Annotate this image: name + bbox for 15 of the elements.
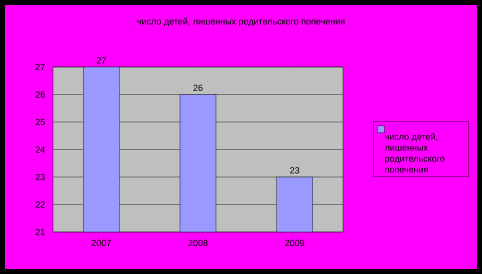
chart-title: число детей, лишённых родительского попечения bbox=[137, 18, 344, 26]
y-tick-label: 21 bbox=[36, 228, 45, 236]
y-tick-label: 25 bbox=[36, 118, 45, 126]
data-label: 27 bbox=[96, 57, 106, 64]
y-tick-label: 26 bbox=[36, 91, 45, 98]
x-tick-label: 2007 bbox=[92, 240, 111, 246]
y-tick-label: 22 bbox=[36, 201, 45, 208]
y-tick-label: 23 bbox=[36, 174, 45, 180]
y-tick-label: 27 bbox=[36, 64, 45, 70]
y-tick-label: 24 bbox=[36, 146, 45, 153]
data-label: 23 bbox=[290, 167, 300, 174]
legend-label: число детей, лишённых родительского попечения bbox=[384, 133, 444, 173]
x-tick-label: 2008 bbox=[188, 240, 208, 246]
x-tick-label: 2009 bbox=[285, 240, 304, 246]
data-label: 26 bbox=[193, 84, 203, 91]
